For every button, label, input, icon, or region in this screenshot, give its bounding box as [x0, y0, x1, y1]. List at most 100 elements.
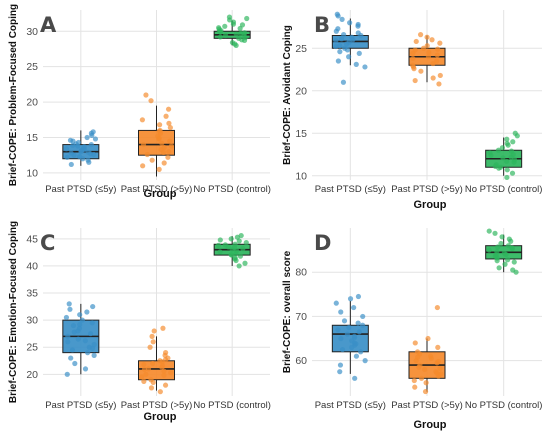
data-point: [424, 34, 430, 40]
x-tick-label: Past PTSD (≤5y): [45, 400, 116, 411]
data-point: [232, 41, 238, 47]
data-point: [504, 136, 510, 142]
data-point: [418, 375, 425, 381]
data-point: [76, 154, 83, 160]
data-point: [346, 54, 352, 60]
data-point: [412, 77, 418, 84]
data-point: [434, 52, 440, 58]
data-point: [163, 113, 169, 119]
data-point: [167, 124, 173, 131]
data-point: [217, 249, 223, 255]
data-point: [492, 230, 498, 236]
data-point: [418, 68, 424, 74]
data-point: [149, 157, 155, 163]
x-tick-label: No PTSD (control): [193, 184, 271, 195]
data-point: [434, 304, 440, 311]
data-point: [344, 331, 350, 337]
data-point: [163, 350, 169, 356]
y-tick-label: 15: [295, 128, 307, 140]
data-point: [411, 66, 417, 72]
data-point: [63, 146, 70, 152]
data-point: [358, 349, 364, 355]
data-point: [509, 245, 515, 251]
data-point: [157, 358, 163, 364]
data-point: [411, 377, 417, 384]
data-point: [435, 344, 441, 350]
data-point: [166, 149, 172, 155]
data-point: [415, 354, 421, 360]
data-point: [148, 98, 154, 104]
data-point: [352, 375, 358, 381]
panel-label: B: [314, 13, 330, 37]
data-point: [510, 151, 516, 158]
data-point: [69, 347, 76, 353]
data-point: [84, 134, 90, 141]
panel-label: D: [314, 231, 331, 255]
data-point: [160, 325, 166, 331]
panel-b: 10 15 20 25 Past PTSD (≤5y) Past PTSD (>5y) No…: [282, 10, 542, 211]
data-point: [144, 151, 150, 158]
data-point: [504, 174, 510, 181]
y-tick-label: 40: [26, 260, 38, 272]
data-point: [88, 141, 94, 148]
data-point: [92, 136, 99, 142]
data-point: [67, 137, 74, 143]
y-tick-label: 20: [295, 85, 307, 97]
data-point: [335, 58, 341, 64]
data-point: [217, 237, 223, 243]
data-point: [412, 340, 418, 346]
data-point: [90, 129, 96, 135]
panel-label: C: [40, 231, 55, 255]
data-point: [156, 128, 162, 134]
data-point: [232, 256, 238, 262]
data-point: [340, 79, 347, 85]
x-tick-label: Past PTSD (>5y): [121, 184, 193, 195]
data-point: [496, 165, 502, 171]
data-point: [353, 61, 359, 67]
data-point: [86, 159, 92, 165]
data-point: [226, 14, 233, 20]
x-tick-label: Past PTSD (≤5y): [45, 184, 116, 195]
data-point: [338, 335, 344, 342]
panel-a: 10 15 20 25 30 Past PTSD (≤5y) Past PTSD (>5y)…: [8, 4, 271, 200]
data-point: [228, 236, 234, 242]
data-point: [504, 167, 510, 173]
data-point: [161, 368, 167, 374]
data-point: [335, 327, 341, 333]
data-point: [215, 242, 222, 248]
data-point: [342, 45, 348, 51]
data-point: [437, 40, 443, 46]
data-point: [339, 346, 346, 353]
data-point: [63, 314, 70, 321]
data-point: [353, 353, 360, 359]
data-point: [423, 380, 429, 386]
data-point: [70, 142, 76, 148]
data-point: [338, 36, 345, 42]
data-point: [167, 138, 173, 144]
data-point: [139, 374, 145, 380]
data-point: [356, 329, 362, 335]
y-tick-label: 45: [26, 233, 38, 245]
data-point: [494, 258, 500, 264]
data-point: [147, 344, 153, 350]
data-point: [143, 92, 149, 98]
data-point: [511, 259, 517, 265]
data-point: [145, 366, 152, 372]
x-axis-title: Group: [144, 411, 177, 423]
y-tick-label: 25: [26, 342, 38, 354]
y-tick-label: 70: [295, 311, 307, 323]
x-tick-label: No PTSD (control): [465, 184, 543, 195]
data-point: [417, 32, 424, 38]
data-point: [217, 29, 224, 35]
data-point: [413, 38, 419, 45]
data-point: [347, 296, 354, 302]
x-axis-title: Group: [414, 199, 447, 211]
data-point: [237, 253, 244, 259]
data-point: [222, 23, 228, 29]
data-point: [148, 377, 154, 383]
y-tick-label: 15: [26, 132, 38, 144]
data-point: [168, 370, 174, 376]
data-point: [71, 329, 77, 335]
data-point: [356, 50, 362, 56]
